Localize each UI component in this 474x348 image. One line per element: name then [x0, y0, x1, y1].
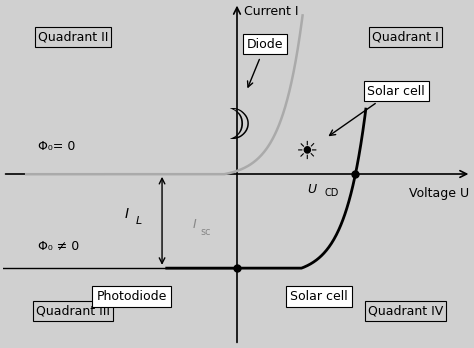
Text: Φ₀= 0: Φ₀= 0: [38, 141, 75, 153]
Text: ☽: ☽: [214, 106, 251, 148]
Text: Photodiode: Photodiode: [96, 290, 167, 303]
Text: ☀: ☀: [296, 140, 319, 164]
Text: Φ₀ ≠ 0: Φ₀ ≠ 0: [38, 239, 79, 253]
Text: Quadrant III: Quadrant III: [36, 304, 110, 317]
Text: L: L: [136, 216, 142, 226]
Text: CD: CD: [325, 188, 339, 198]
Text: I: I: [193, 218, 197, 231]
Text: U: U: [307, 183, 316, 196]
Text: Quadrant II: Quadrant II: [38, 31, 108, 44]
Text: Solar cell: Solar cell: [367, 85, 425, 97]
Text: sc: sc: [200, 227, 210, 237]
Text: I: I: [125, 207, 129, 221]
Text: Voltage U: Voltage U: [409, 187, 469, 200]
Text: Diode: Diode: [247, 38, 283, 51]
Text: Quadrant IV: Quadrant IV: [368, 304, 443, 317]
Text: Quadrant I: Quadrant I: [372, 31, 439, 44]
Text: Current I: Current I: [244, 5, 299, 18]
Text: Solar cell: Solar cell: [290, 290, 348, 303]
